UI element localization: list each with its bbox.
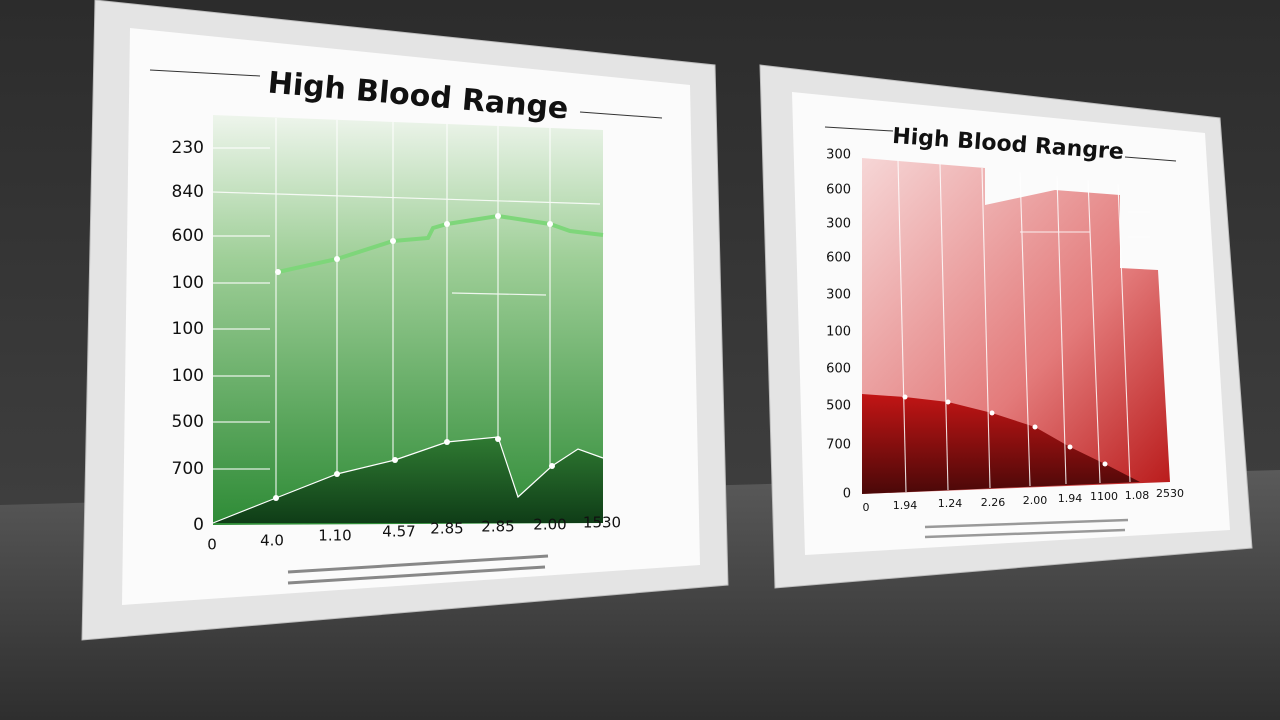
y-tick-label: 500 [826, 399, 851, 414]
line [277, 213, 604, 274]
x-tick-label: 1530 [583, 514, 621, 532]
rule [579, 111, 663, 119]
y-tick-label: 600 [172, 226, 204, 246]
caption-blur [924, 518, 1129, 539]
points [273, 213, 555, 501]
x-tick-label: 0 [863, 501, 870, 514]
x-tick-label: 4.57 [382, 523, 415, 541]
y-tick-label: 700 [172, 459, 204, 479]
y-tick-label: 300 [826, 288, 851, 303]
points [902, 394, 1108, 467]
x-tick-label: 2.26 [981, 496, 1006, 509]
y-tick-label: 600 [826, 251, 851, 266]
grid [212, 118, 601, 498]
y-tick-label: 100 [172, 366, 204, 386]
y-tick-label: 500 [172, 412, 204, 432]
y-tick-label: 600 [826, 362, 851, 377]
y-tick-label: 300 [826, 217, 851, 232]
x-tick-label: 2530 [1156, 487, 1184, 500]
y-tick-label: 600 [826, 183, 851, 198]
rule [149, 69, 261, 77]
y-tick-label: 100 [172, 273, 204, 293]
grid [897, 159, 1150, 493]
chart-area-dark [862, 394, 1140, 494]
x-tick-label: 2.85 [430, 520, 463, 538]
line [212, 436, 604, 524]
rule [1124, 156, 1177, 162]
chart-area-dark [213, 437, 603, 523]
y-tick-label: 700 [826, 438, 851, 453]
x-tick-label: 1.10 [318, 527, 351, 545]
x-tick-label: 1.08 [1125, 489, 1150, 502]
y-tick-label: 100 [172, 319, 204, 339]
y-tick-label: 300 [826, 148, 851, 163]
y-tick-label: 230 [172, 138, 204, 158]
rule [824, 126, 894, 132]
y-tick-label: 840 [172, 182, 204, 202]
x-tick-label: 1100 [1090, 490, 1118, 503]
y-tick-label: 0 [193, 515, 204, 535]
x-tick-label: 2.00 [533, 516, 566, 534]
x-tick-label: 1.24 [938, 497, 963, 510]
x-tick-label: 1.94 [1058, 492, 1083, 505]
x-tick-label: 4.0 [260, 532, 284, 550]
x-tick-label: 0 [207, 536, 217, 554]
x-tick-label: 2.85 [481, 518, 514, 536]
y-tick-label: 0 [843, 487, 851, 502]
caption-blur [287, 554, 549, 585]
x-tick-label: 2.00 [1023, 494, 1048, 507]
x-tick-label: 1.94 [893, 499, 918, 512]
y-tick-label: 100 [826, 325, 851, 340]
